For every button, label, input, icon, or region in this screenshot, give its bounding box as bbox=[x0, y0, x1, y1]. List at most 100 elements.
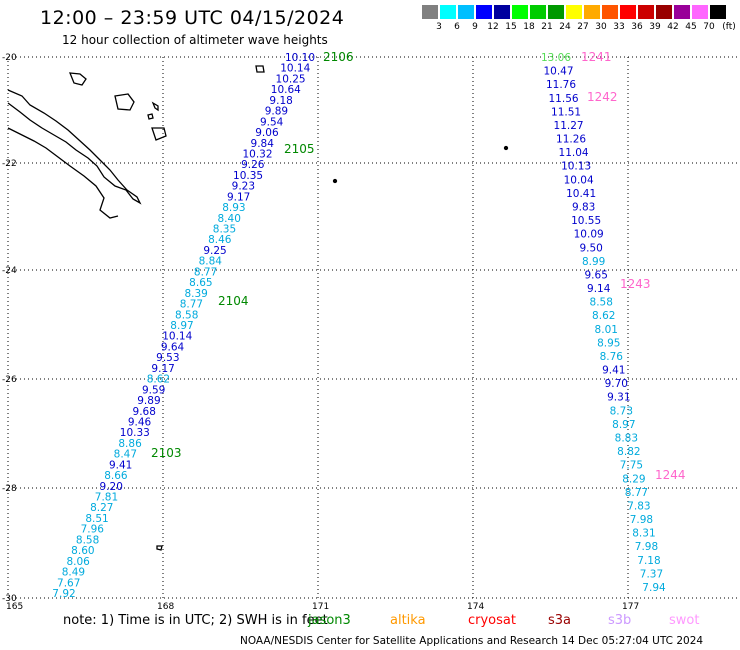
pass-label: 2104 bbox=[218, 294, 249, 308]
wave-height-value: 7.92 bbox=[52, 588, 75, 600]
legend-level: 27 bbox=[577, 22, 589, 32]
satellite-name: s3a bbox=[548, 613, 572, 628]
wave-height-value: 10.47 bbox=[543, 66, 573, 78]
wave-height-value: 10.64 bbox=[271, 84, 301, 96]
wave-height-value: 8.31 bbox=[632, 528, 655, 540]
wave-height-value: 9.20 bbox=[100, 481, 123, 493]
wave-height-value: 9.50 bbox=[579, 242, 602, 254]
legend-level: 36 bbox=[631, 22, 643, 32]
wave-height-value: 11.04 bbox=[559, 147, 589, 159]
latitude-label: -22 bbox=[2, 159, 17, 169]
legend-level: 9 bbox=[472, 22, 478, 32]
wave-height-value: 11.56 bbox=[549, 93, 579, 105]
legend-swatch bbox=[422, 5, 438, 19]
legend-swatch bbox=[692, 5, 708, 19]
wave-height-value: 10.55 bbox=[571, 215, 601, 227]
longitude-labels: 165 168 171 174 177 bbox=[6, 602, 639, 612]
legend-level: 30 bbox=[595, 22, 607, 32]
wave-height-value: 7.18 bbox=[637, 555, 660, 567]
ouvea bbox=[151, 101, 159, 112]
legend-level: 12 bbox=[487, 22, 499, 32]
legend-swatch bbox=[530, 5, 546, 19]
wave-height-value: 9.84 bbox=[251, 138, 275, 150]
wave-height-value: 11.51 bbox=[551, 106, 581, 118]
wave-height-value: 8.47 bbox=[114, 449, 137, 461]
satellite-name: s3b bbox=[608, 613, 632, 628]
wave-height-value: 8.82 bbox=[617, 446, 640, 458]
wave-height-value: 7.96 bbox=[81, 524, 105, 536]
wave-height-value: 8.40 bbox=[218, 213, 241, 225]
wave-height-value: 9.26 bbox=[241, 159, 265, 171]
legend-swatch bbox=[656, 5, 672, 19]
legend-level: 39 bbox=[649, 22, 661, 32]
credit-line: NOAA/NESDIS Center for Satellite Applica… bbox=[240, 635, 704, 647]
legend-swatch bbox=[440, 5, 456, 19]
wave-height-value: 7.98 bbox=[630, 514, 653, 526]
wave-height-value: 10.10 bbox=[285, 52, 315, 64]
legend-level: 45 bbox=[685, 22, 697, 32]
north-reef bbox=[7, 127, 119, 219]
hunter-islet bbox=[156, 545, 163, 551]
legend-swatch bbox=[638, 5, 654, 19]
wave-height-value: 8.62 bbox=[592, 310, 615, 322]
wave-height-value: 8.97 bbox=[170, 320, 193, 332]
wave-height-value: 9.83 bbox=[572, 201, 595, 213]
footnote: note: 1) Time is in UTC; 2) SWH is in fe… bbox=[63, 613, 328, 628]
wave-height-value: 8.51 bbox=[85, 513, 108, 525]
legend-level: 33 bbox=[613, 22, 625, 32]
wave-height-value: 8.77 bbox=[180, 299, 203, 311]
legend-level: 24 bbox=[559, 22, 571, 32]
wave-height-value: 8.66 bbox=[104, 470, 128, 482]
page-title: 12:00 – 23:59 UTC 04/15/2024 bbox=[40, 7, 345, 29]
wave-height-value: 10.25 bbox=[276, 73, 306, 85]
wave-height-value: 13.06 bbox=[541, 52, 571, 64]
latitude-label: -24 bbox=[2, 266, 17, 276]
wave-height-value: 8.84 bbox=[199, 256, 223, 268]
wave-height-value: 9.25 bbox=[203, 245, 226, 257]
wave-height-value: 8.76 bbox=[600, 351, 624, 363]
pass-labels: 2106 2105 2104 2103 1241 1242 1243 1244 bbox=[151, 50, 686, 482]
wave-height-value: 10.04 bbox=[564, 174, 594, 186]
wave-height-value: 8.49 bbox=[62, 567, 85, 579]
wave-height-value: 8.27 bbox=[90, 502, 113, 514]
wave-height-value: 7.37 bbox=[640, 568, 663, 580]
mare bbox=[151, 127, 167, 141]
wave-height-value: 8.95 bbox=[597, 337, 620, 349]
vanuatu-islet bbox=[255, 65, 265, 73]
wave-height-value: 8.77 bbox=[194, 266, 217, 278]
wave-height-value: 9.31 bbox=[607, 392, 630, 404]
page-subtitle: 12 hour collection of altimeter wave hei… bbox=[62, 33, 328, 47]
satellite-name: altika bbox=[390, 613, 426, 628]
wave-height-value: 8.58 bbox=[175, 309, 198, 321]
legend-level: 21 bbox=[541, 22, 553, 32]
legend-unit: (ft) bbox=[722, 22, 736, 32]
wave-height-value: 9.54 bbox=[260, 116, 284, 128]
wave-height-value: 7.98 bbox=[635, 541, 658, 553]
pass-label: 2103 bbox=[151, 446, 182, 460]
legend-swatch bbox=[494, 5, 510, 19]
wave-height-value: 9.23 bbox=[232, 181, 255, 193]
satellite-name: jason3 bbox=[308, 613, 351, 628]
longitude-label: 168 bbox=[157, 602, 174, 612]
wave-height-value: 9.64 bbox=[161, 341, 185, 353]
wave-height-value: 9.70 bbox=[605, 378, 628, 390]
wave-height-value: 9.41 bbox=[109, 459, 132, 471]
wave-height-value: 7.81 bbox=[95, 492, 118, 504]
pass-label: 1242 bbox=[587, 90, 618, 104]
wave-height-value: 11.76 bbox=[546, 79, 576, 91]
longitude-label: 165 bbox=[6, 602, 23, 612]
legend-swatch bbox=[548, 5, 564, 19]
wave-height-value: 10.14 bbox=[162, 331, 192, 343]
wave-height-value: 9.68 bbox=[133, 406, 156, 418]
longitude-label: 174 bbox=[467, 602, 484, 612]
wave-height-value: 7.94 bbox=[642, 582, 666, 594]
latitude-label: -26 bbox=[2, 375, 17, 385]
legend-swatch bbox=[710, 5, 726, 19]
wave-height-value: 8.29 bbox=[622, 473, 645, 485]
wave-height-value: 9.17 bbox=[227, 191, 250, 203]
wave-height-value: 10.35 bbox=[233, 170, 263, 182]
pass-label: 1243 bbox=[620, 277, 651, 291]
legend-level: 70 bbox=[703, 22, 715, 32]
